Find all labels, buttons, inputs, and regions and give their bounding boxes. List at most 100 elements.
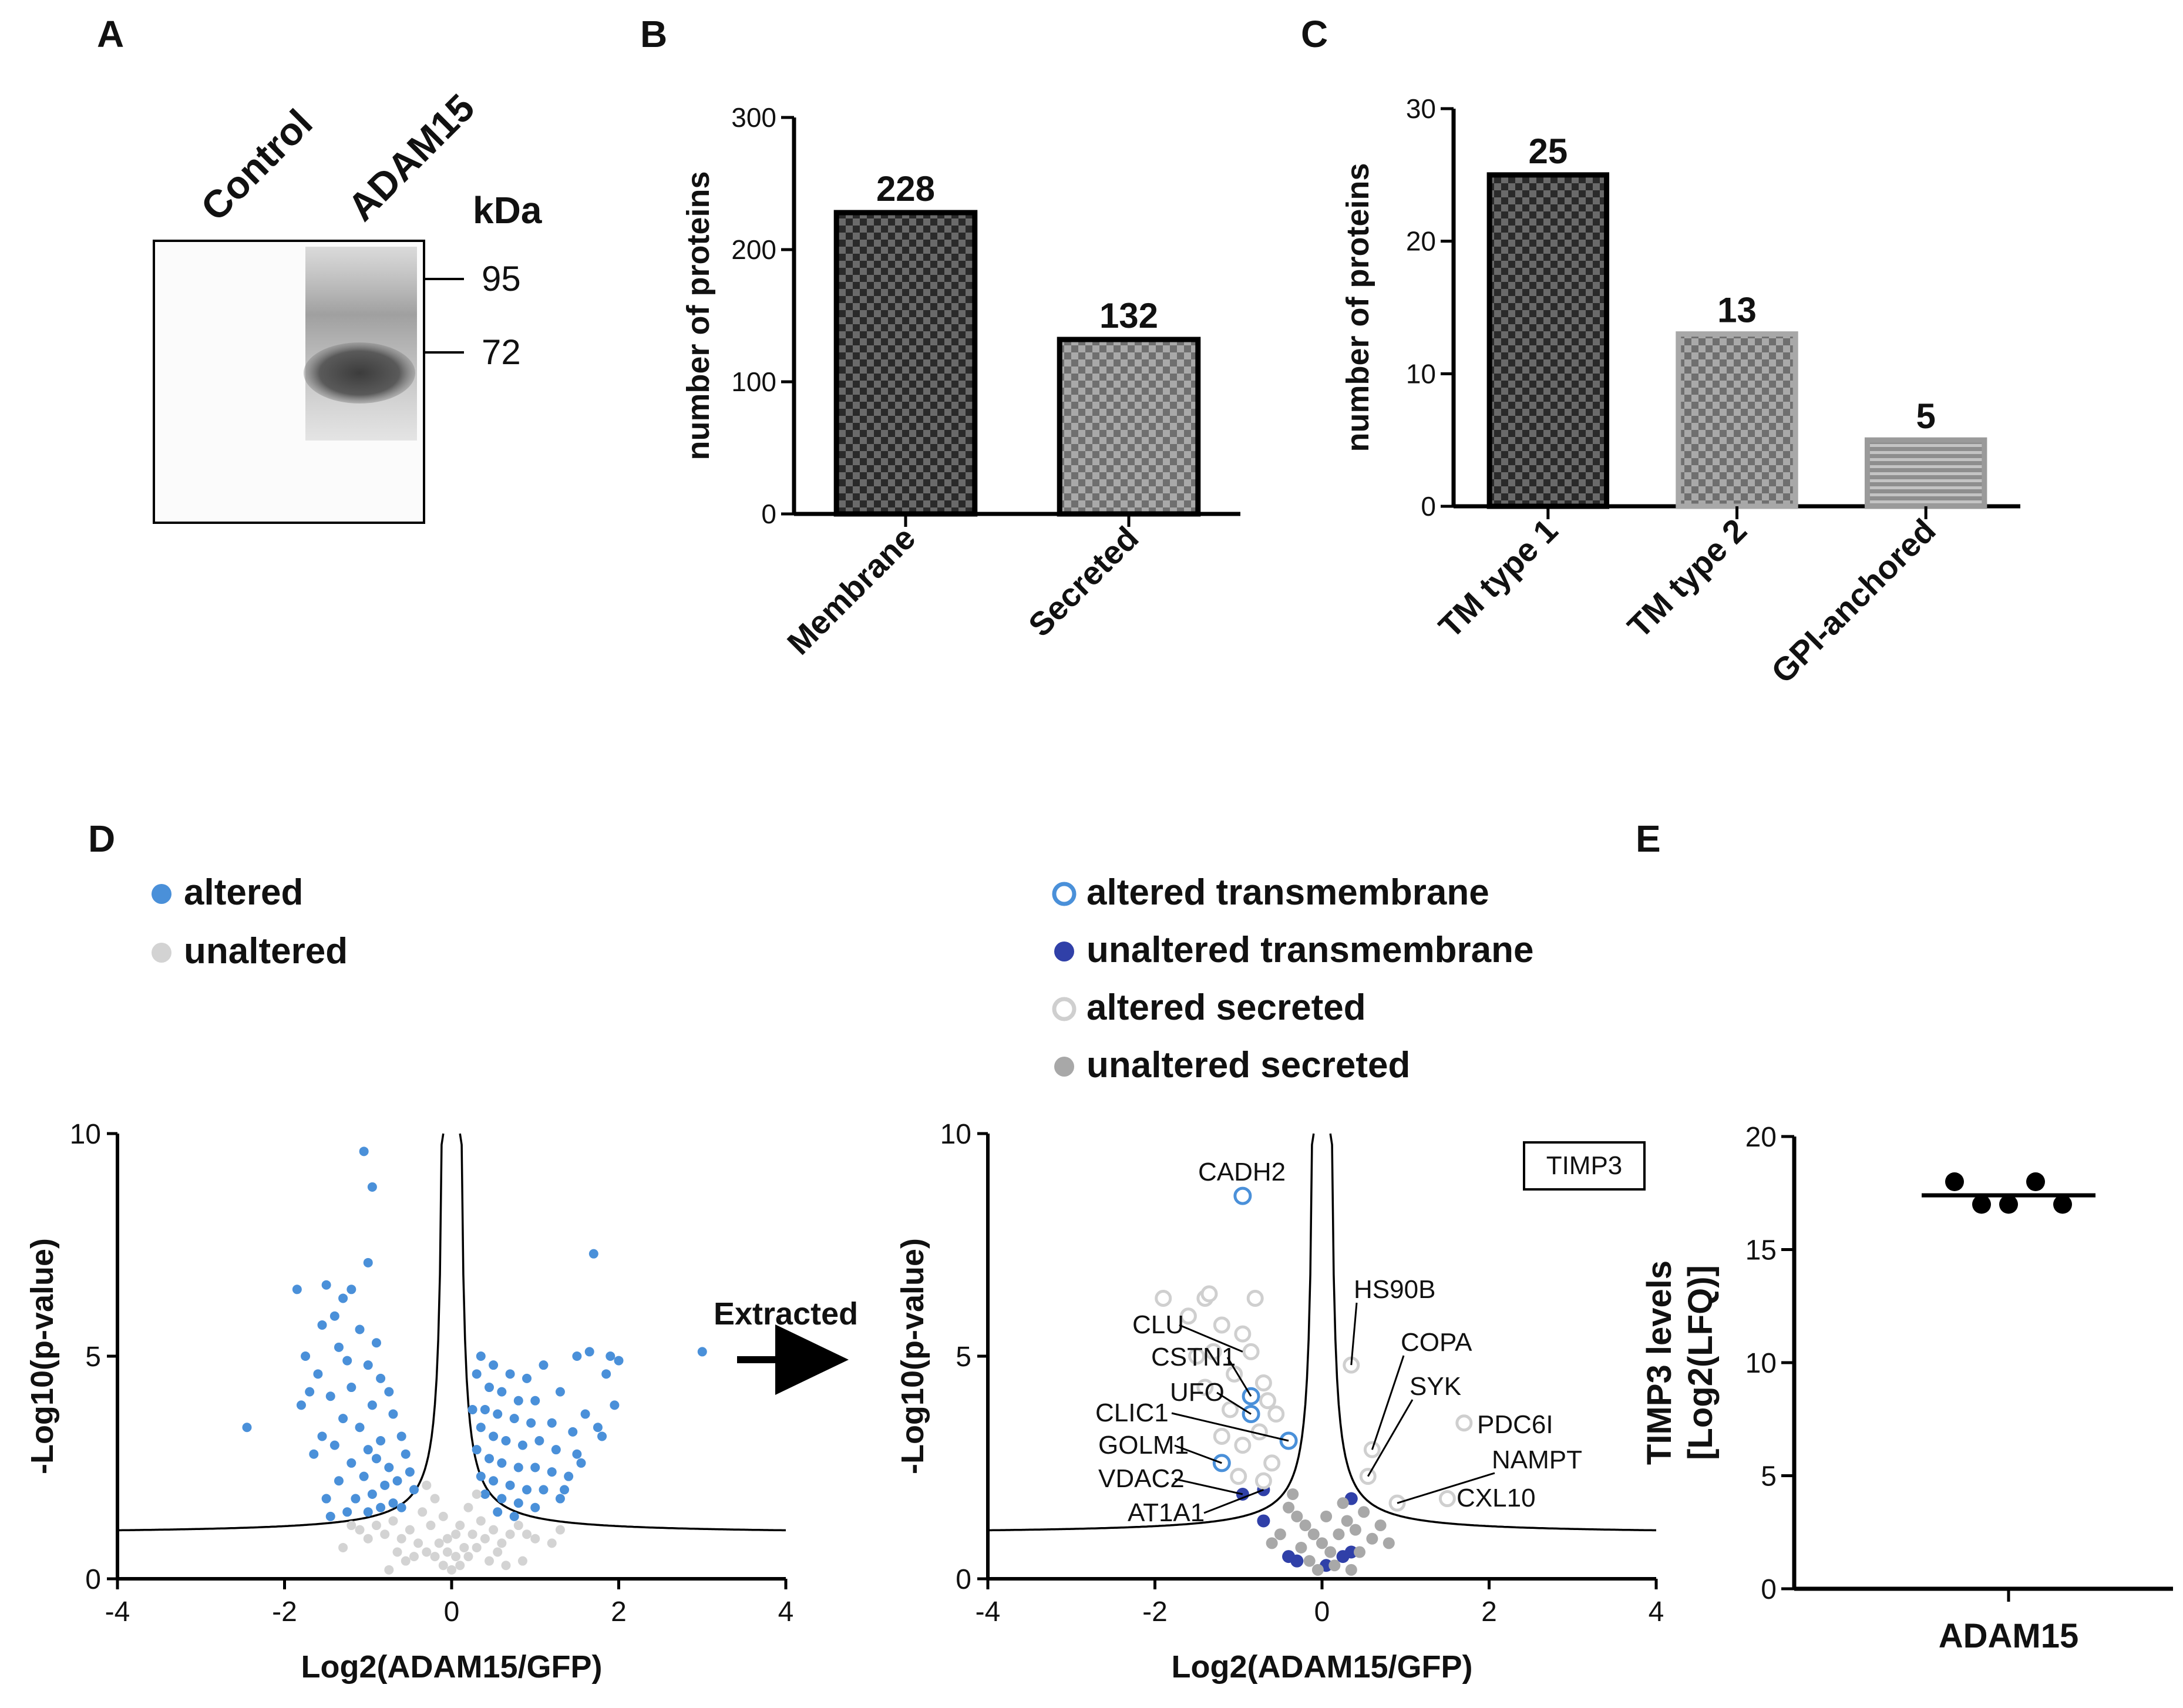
x-tick-label: 2 xyxy=(611,1596,627,1628)
bar xyxy=(1864,437,1987,509)
data-point-altered-secreted xyxy=(1242,1343,1260,1360)
data-point-altered xyxy=(363,1507,373,1517)
panel-letter-b: B xyxy=(640,13,667,55)
data-point-altered-secreted xyxy=(1179,1307,1197,1325)
data-point-altered-secreted xyxy=(1259,1392,1277,1410)
legend-marker xyxy=(152,884,171,904)
y-tick-label: 5 xyxy=(85,1341,101,1373)
data-point-unaltered xyxy=(380,1529,390,1539)
bar-value-label: 5 xyxy=(1916,396,1935,436)
marker-label-95: 95 xyxy=(482,259,521,298)
bar-value-label: 13 xyxy=(1717,291,1757,330)
data-point-altered xyxy=(351,1494,361,1504)
category-label: TM type 2 xyxy=(1620,512,1754,645)
data-point-altered xyxy=(334,1342,344,1352)
x-tick-label: -2 xyxy=(272,1596,297,1628)
bar-chart-b: 0 100 200 300 number of proteins 228 Membrane 1… xyxy=(681,102,1240,662)
y-tick-label: 5 xyxy=(956,1341,971,1373)
y-tick-label: 15 xyxy=(1745,1235,1777,1266)
data-point-altered xyxy=(347,1383,356,1393)
data-point xyxy=(1945,1172,1964,1191)
data-point-altered-secreted xyxy=(1213,1427,1230,1445)
data-point-altered xyxy=(489,1360,499,1370)
y-tick-label: 20 xyxy=(1745,1122,1777,1153)
data-point-unaltered-transmembrane xyxy=(1344,1545,1358,1559)
threshold-curve-right xyxy=(1329,1133,1656,1532)
category-label: GPI-anchored xyxy=(1764,512,1942,690)
y-tick-label: 0 xyxy=(956,1564,971,1595)
threshold-curve-left xyxy=(117,1133,445,1532)
y-tick-label: 20 xyxy=(1406,226,1436,257)
y-tick-label: 0 xyxy=(1421,491,1436,522)
legend-marker xyxy=(1054,942,1074,961)
data-point-altered xyxy=(409,1485,419,1495)
data-point-unaltered xyxy=(392,1547,402,1557)
data-point-altered xyxy=(396,1431,406,1441)
data-point-altered xyxy=(396,1502,406,1512)
data-point-unaltered xyxy=(513,1521,523,1531)
protein-annotation-label: COPA xyxy=(1401,1328,1472,1357)
data-point-altered xyxy=(517,1440,527,1450)
data-point-altered-secreted xyxy=(1263,1454,1281,1472)
data-point-unaltered-secreted xyxy=(1324,1546,1337,1558)
x-tick-label: 2 xyxy=(1481,1596,1497,1628)
annotation-leader-line xyxy=(1174,1478,1243,1495)
data-point-altered-secreted xyxy=(1438,1490,1456,1508)
data-point-unaltered xyxy=(426,1521,436,1531)
data-point-altered xyxy=(601,1369,611,1379)
data-point-unaltered xyxy=(363,1534,373,1544)
threshold-curve-right xyxy=(459,1133,786,1532)
volcano-plot-all: 0 5 10 -4 -2 0 2 4 Log2(ADAM15/GFP) -Log10(p-valu… xyxy=(25,1119,793,1685)
data-point-unaltered xyxy=(447,1565,456,1575)
data-point-unaltered xyxy=(517,1556,527,1566)
data-point-altered-transmembrane xyxy=(1233,1186,1252,1205)
data-point-unaltered xyxy=(418,1507,428,1517)
data-point-altered xyxy=(342,1507,352,1517)
data-point-altered xyxy=(501,1436,511,1446)
y-tick-label: 0 xyxy=(85,1564,101,1595)
y-tick-label: 10 xyxy=(1745,1348,1777,1379)
data-point-altered xyxy=(325,1391,335,1401)
data-point-unaltered xyxy=(555,1525,565,1535)
data-point-altered xyxy=(513,1396,523,1406)
y-tick-label: 0 xyxy=(761,499,776,529)
data-point-altered xyxy=(513,1498,523,1508)
category-label: TM type 1 xyxy=(1431,512,1565,645)
data-point-unaltered-secreted xyxy=(1341,1515,1353,1527)
y-tick-label: 300 xyxy=(731,102,776,133)
data-point-altered-secreted xyxy=(1222,1401,1239,1418)
data-point-unaltered xyxy=(355,1525,365,1535)
data-point-unaltered-secreted xyxy=(1295,1541,1307,1554)
data-point-unaltered-secreted xyxy=(1349,1524,1361,1536)
data-point-unaltered-secreted xyxy=(1303,1555,1316,1567)
panel-a-western-blot: Control ADAM15 kDa 95 72 xyxy=(153,86,542,524)
data-point-altered xyxy=(584,1347,594,1357)
data-point-unaltered xyxy=(384,1565,394,1575)
x-axis-title: Log2(ADAM15/GFP) xyxy=(301,1649,603,1685)
data-point-unaltered xyxy=(338,1542,348,1552)
data-point-altered xyxy=(388,1409,398,1419)
extracted-arrow-head xyxy=(775,1324,849,1395)
y-tick-label: 30 xyxy=(1406,93,1436,124)
data-point-unaltered-secreted xyxy=(1328,1559,1341,1572)
data-point-altered xyxy=(489,1476,499,1486)
data-point-altered xyxy=(405,1467,415,1477)
legend-marker xyxy=(1052,997,1077,1021)
data-point-altered xyxy=(296,1400,306,1410)
data-point-altered xyxy=(572,1449,582,1459)
annotation-leader-line xyxy=(1367,1399,1414,1477)
y-tick-label: 200 xyxy=(731,234,776,265)
data-point-altered xyxy=(355,1423,365,1433)
data-point-altered xyxy=(576,1458,586,1468)
data-point-unaltered xyxy=(451,1529,461,1539)
data-point-altered-secreted xyxy=(1254,1374,1272,1391)
data-point-altered xyxy=(555,1387,565,1397)
protein-annotation-label: CLU xyxy=(1132,1310,1184,1339)
data-point-altered xyxy=(497,1494,507,1504)
data-point-unaltered xyxy=(476,1516,486,1526)
protein-annotation-label: UFO xyxy=(1170,1378,1225,1407)
x-tick-label: 0 xyxy=(444,1596,460,1628)
data-point-altered-secreted xyxy=(1246,1289,1264,1307)
timp3-box xyxy=(1523,1141,1646,1191)
data-point-unaltered xyxy=(472,1489,482,1499)
